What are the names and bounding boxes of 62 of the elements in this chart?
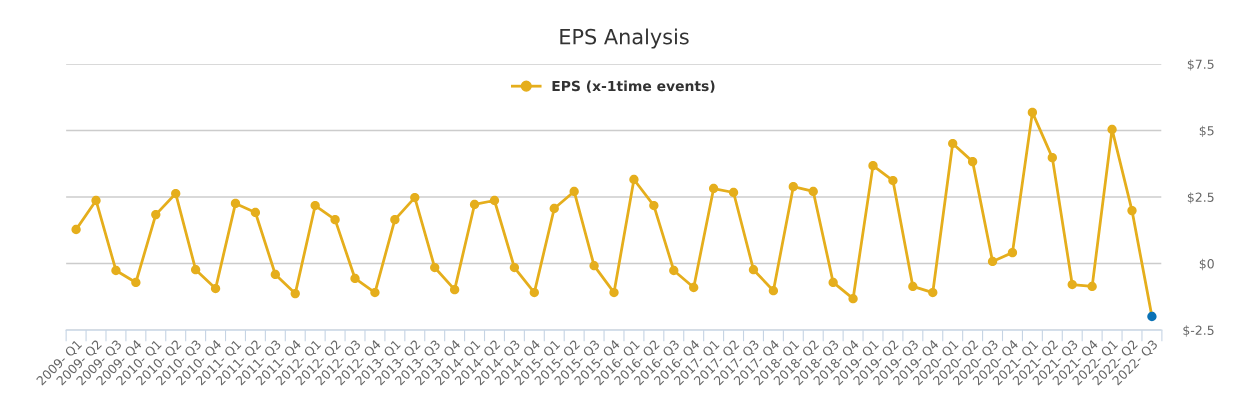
point: [609, 287, 619, 298]
point: [1147, 311, 1157, 322]
chart-title: EPS Analysis: [560, 28, 689, 49]
point: [509, 262, 520, 273]
point: [1067, 279, 1077, 290]
point: [330, 214, 340, 225]
point: [928, 287, 938, 298]
point: [908, 281, 918, 292]
point: [529, 287, 539, 298]
point: [151, 209, 161, 220]
point: [748, 265, 759, 275]
point: [250, 207, 261, 218]
point: [629, 174, 639, 185]
point: [290, 288, 300, 299]
point: [310, 200, 320, 211]
point: [1087, 281, 1097, 292]
point: [1007, 247, 1018, 258]
point: [489, 195, 500, 206]
point: [390, 214, 400, 225]
legend-label: EPS (x-1time events): [552, 80, 715, 93]
point: [967, 156, 978, 167]
y-tick-label: $7.5: [1187, 59, 1214, 71]
point: [370, 287, 380, 298]
point: [449, 284, 460, 295]
point: [669, 265, 679, 276]
point: [868, 160, 878, 171]
point: [171, 188, 181, 199]
point: [131, 277, 141, 288]
point: [111, 265, 121, 276]
point: [410, 192, 420, 203]
point: [689, 282, 699, 293]
point: [549, 203, 559, 214]
y-tick-label: $2.5: [1187, 192, 1214, 204]
point: [190, 265, 201, 275]
point: [649, 200, 659, 211]
point: [808, 186, 818, 197]
point: [569, 186, 579, 197]
point: [71, 224, 81, 235]
point: [848, 294, 858, 304]
point: [210, 283, 221, 294]
point: [270, 269, 280, 280]
point: [230, 198, 241, 209]
point: [728, 187, 739, 198]
point: [350, 273, 360, 284]
point: [1047, 152, 1057, 163]
y-tick-label: $5: [1199, 125, 1214, 138]
point: [948, 138, 958, 149]
point: [888, 175, 898, 186]
point: [1107, 124, 1117, 135]
point: [768, 286, 779, 296]
point: [1127, 205, 1137, 216]
point: [708, 183, 719, 194]
y-tick-label: $0: [1199, 258, 1214, 271]
point: [91, 195, 101, 206]
point: [469, 199, 480, 210]
point: [430, 262, 440, 273]
point: [828, 277, 838, 288]
point: [589, 261, 599, 271]
point: [788, 182, 798, 192]
y-tick-label: $-2.5: [1183, 325, 1214, 337]
point: [987, 256, 998, 267]
point: [1027, 107, 1038, 118]
